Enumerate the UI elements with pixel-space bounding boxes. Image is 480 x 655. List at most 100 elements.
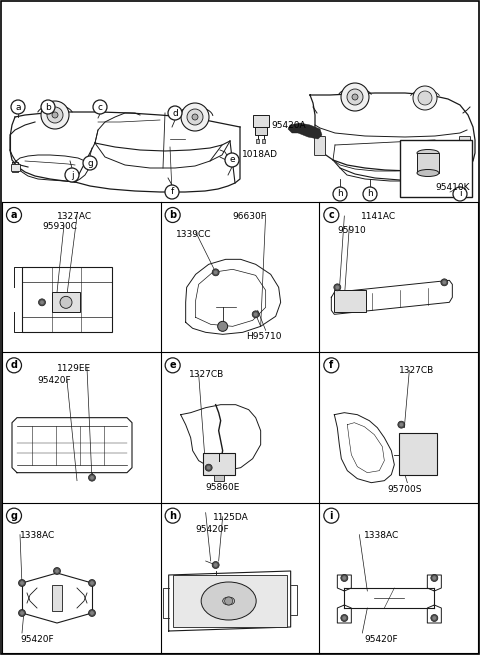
Ellipse shape [223, 597, 235, 605]
Ellipse shape [417, 149, 439, 157]
Circle shape [363, 187, 377, 201]
Circle shape [181, 103, 209, 131]
Text: a: a [15, 102, 21, 111]
Circle shape [324, 208, 339, 223]
Text: 95910: 95910 [337, 226, 366, 235]
Circle shape [431, 574, 438, 582]
Text: h: h [337, 189, 343, 198]
Circle shape [40, 301, 44, 305]
Circle shape [165, 358, 180, 373]
Text: 1018AD: 1018AD [242, 150, 278, 159]
Circle shape [7, 208, 22, 223]
Circle shape [88, 610, 96, 616]
Bar [335, 290, 366, 312]
Text: 1141AC: 1141AC [361, 212, 396, 221]
Circle shape [341, 574, 348, 582]
Text: 95700S: 95700S [387, 485, 422, 494]
Circle shape [225, 153, 239, 167]
Circle shape [7, 508, 22, 523]
Circle shape [165, 208, 180, 223]
Circle shape [341, 83, 369, 111]
Bar [214, 475, 224, 481]
Text: 1338AC: 1338AC [20, 531, 55, 540]
Circle shape [347, 89, 363, 105]
Circle shape [443, 280, 446, 284]
Bar [417, 153, 439, 173]
Text: 95420F: 95420F [364, 635, 398, 644]
Text: b: b [169, 210, 176, 220]
Circle shape [165, 508, 180, 523]
Bar [256, 139, 259, 143]
Circle shape [205, 464, 212, 471]
Text: 95410K: 95410K [435, 183, 470, 192]
Bar [203, 453, 235, 475]
Circle shape [41, 101, 69, 129]
Text: c: c [97, 102, 103, 111]
Bar [52, 292, 80, 312]
Text: 1338AC: 1338AC [364, 531, 399, 540]
Circle shape [432, 576, 436, 580]
Circle shape [399, 422, 403, 426]
Circle shape [165, 185, 179, 199]
Bar [255, 127, 267, 135]
FancyBboxPatch shape [459, 136, 470, 155]
Bar [262, 139, 265, 143]
Circle shape [418, 91, 432, 105]
Circle shape [88, 580, 96, 586]
Text: 1125DA: 1125DA [213, 513, 249, 521]
Circle shape [90, 611, 94, 615]
Circle shape [252, 311, 259, 318]
Circle shape [52, 112, 58, 118]
Text: 1327AC: 1327AC [57, 212, 92, 221]
Text: e: e [229, 155, 235, 164]
Circle shape [7, 358, 22, 373]
Circle shape [20, 581, 24, 585]
Text: 95860E: 95860E [205, 483, 240, 492]
Circle shape [214, 271, 217, 274]
Circle shape [432, 616, 436, 620]
Circle shape [65, 168, 79, 182]
Circle shape [88, 474, 96, 481]
Circle shape [212, 269, 219, 276]
Circle shape [60, 296, 72, 309]
Text: 1327CB: 1327CB [399, 366, 434, 375]
Circle shape [254, 312, 258, 316]
Circle shape [352, 94, 358, 100]
Circle shape [341, 614, 348, 622]
Circle shape [453, 187, 467, 201]
Circle shape [187, 109, 203, 125]
Text: b: b [45, 102, 51, 111]
Circle shape [41, 100, 55, 114]
Circle shape [342, 576, 346, 580]
Circle shape [225, 597, 233, 605]
Circle shape [55, 569, 59, 573]
Circle shape [20, 611, 24, 615]
Text: 95420F: 95420F [196, 525, 229, 534]
Circle shape [90, 581, 94, 585]
Circle shape [53, 567, 60, 574]
Circle shape [342, 616, 346, 620]
Circle shape [334, 284, 341, 291]
Circle shape [324, 358, 339, 373]
Text: f: f [170, 187, 174, 196]
Text: 95930C: 95930C [42, 222, 77, 231]
Circle shape [168, 106, 182, 120]
Text: 1339CC: 1339CC [176, 230, 211, 239]
Bar [253, 115, 269, 127]
Bar [52, 585, 62, 611]
Text: i: i [330, 511, 333, 521]
Circle shape [11, 100, 25, 114]
Circle shape [214, 563, 217, 567]
Text: 95420F: 95420F [37, 377, 71, 385]
Text: h: h [367, 189, 373, 198]
Circle shape [19, 610, 25, 616]
Text: 1129EE: 1129EE [57, 364, 91, 373]
Text: d: d [172, 109, 178, 117]
Text: c: c [328, 210, 334, 220]
Text: g: g [87, 159, 93, 168]
Circle shape [324, 508, 339, 523]
Text: a: a [11, 210, 17, 220]
Bar [400, 140, 472, 197]
Circle shape [192, 114, 198, 120]
Circle shape [19, 580, 25, 586]
